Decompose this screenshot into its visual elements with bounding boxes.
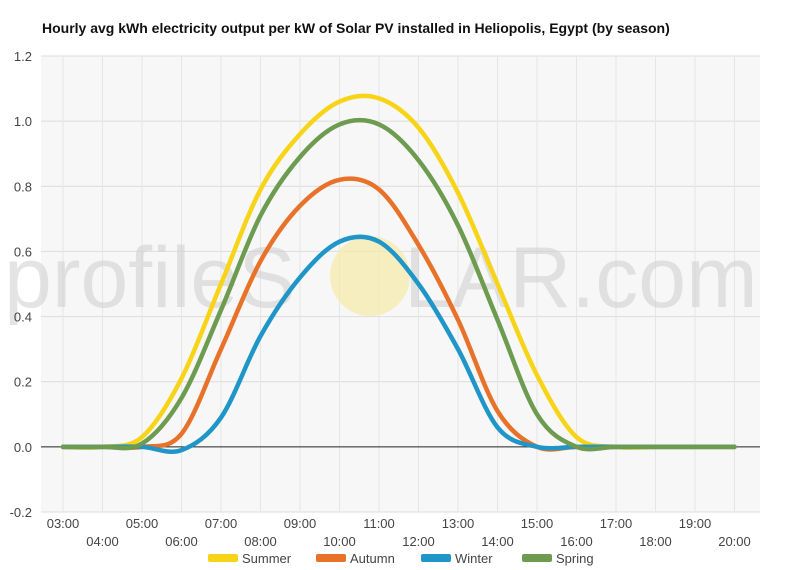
chart-title: Hourly avg kWh electricity output per kW… [42,20,670,36]
y-tick-label: 0.8 [14,179,32,194]
x-tick-label: 18:00 [639,534,672,549]
x-tick-label: 17:00 [600,516,633,531]
legend-swatch-summer [208,554,238,562]
x-tick-label: 08:00 [244,534,277,549]
axis-layer: -0.2 0.0 0.2 0.4 0.6 0.8 1.0 1.2 03:00 04:00 05:00… [10,49,760,549]
x-tick-label: 03:00 [47,516,80,531]
x-tick-label: 20:00 [718,534,751,549]
watermark-sun [330,236,410,316]
x-tick-label: 06:00 [165,534,198,549]
x-tick-label: 07:00 [205,516,238,531]
legend-swatch-spring [522,554,552,562]
x-tick-label: 04:00 [86,534,119,549]
y-tick-label: 0.2 [14,375,32,390]
y-tick-label: 0.4 [14,310,32,325]
legend-label-autumn: Autumn [350,551,395,566]
y-tick-label: 0.6 [14,244,32,259]
x-tick-label: 13:00 [442,516,475,531]
y-tick-label: 1.2 [14,49,32,64]
x-tick-label: 09:00 [284,516,317,531]
x-tick-label: 10:00 [323,534,356,549]
y-tick-label: 0.0 [14,440,32,455]
x-tick-label: 05:00 [126,516,159,531]
legend-label-winter: Winter [455,551,493,566]
y-tick-label: 1.0 [14,114,32,129]
legend-swatch-winter [421,554,451,562]
x-tick-label: 14:00 [481,534,514,549]
x-tick-label: 12:00 [402,534,435,549]
legend-swatch-autumn [316,554,346,562]
x-tick-label: 16:00 [560,534,593,549]
y-tick-label: -0.2 [10,505,32,520]
x-tick-label: 11:00 [363,516,395,531]
legend: Summer Autumn Winter Spring [208,551,594,566]
x-tick-label: 15:00 [521,516,554,531]
series-layer [60,93,737,454]
series-line-spring [60,117,737,452]
legend-label-spring: Spring [556,551,594,566]
watermark-right-text: LAR.com [404,230,758,326]
x-tick-label: 19:00 [679,516,712,531]
legend-label-summer: Summer [242,551,292,566]
watermark: profileS LAR.com [4,230,758,326]
